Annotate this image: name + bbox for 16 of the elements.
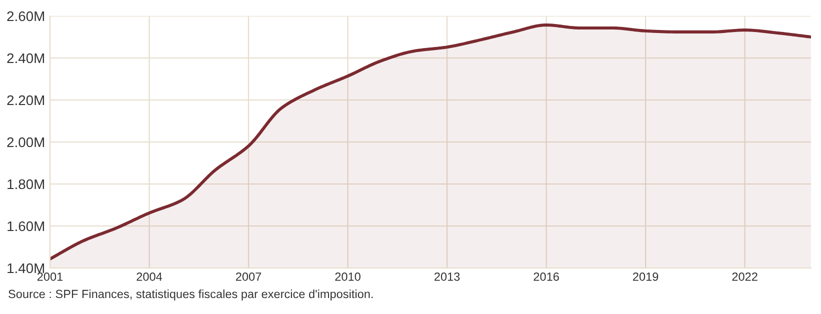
x-tick-label: 2004 (136, 272, 162, 281)
y-tick-label: 2.60M (7, 11, 44, 22)
x-tick-label: 2001 (37, 272, 63, 281)
x-tick-label: 2010 (335, 272, 360, 281)
y-tick-label: 2.40M (7, 53, 44, 64)
x-tick-label: 2022 (732, 272, 758, 281)
x-tick-label: 2019 (633, 272, 658, 281)
x-tick-label: 2016 (534, 272, 559, 281)
y-tick-label: 2.20M (7, 95, 44, 106)
x-tick-label: 2007 (236, 272, 262, 281)
y-tick-label: 1.60M (8, 221, 44, 232)
y-tick-label: 2.00M (7, 137, 44, 148)
source-note: Source : SPF Finances, statistiques fiscales par exercice d'imposition. (8, 289, 373, 301)
y-tick-label: 1.40M (8, 263, 44, 274)
y-tick-label: 1.80M (8, 179, 44, 190)
x-tick-label: 2013 (434, 272, 460, 281)
